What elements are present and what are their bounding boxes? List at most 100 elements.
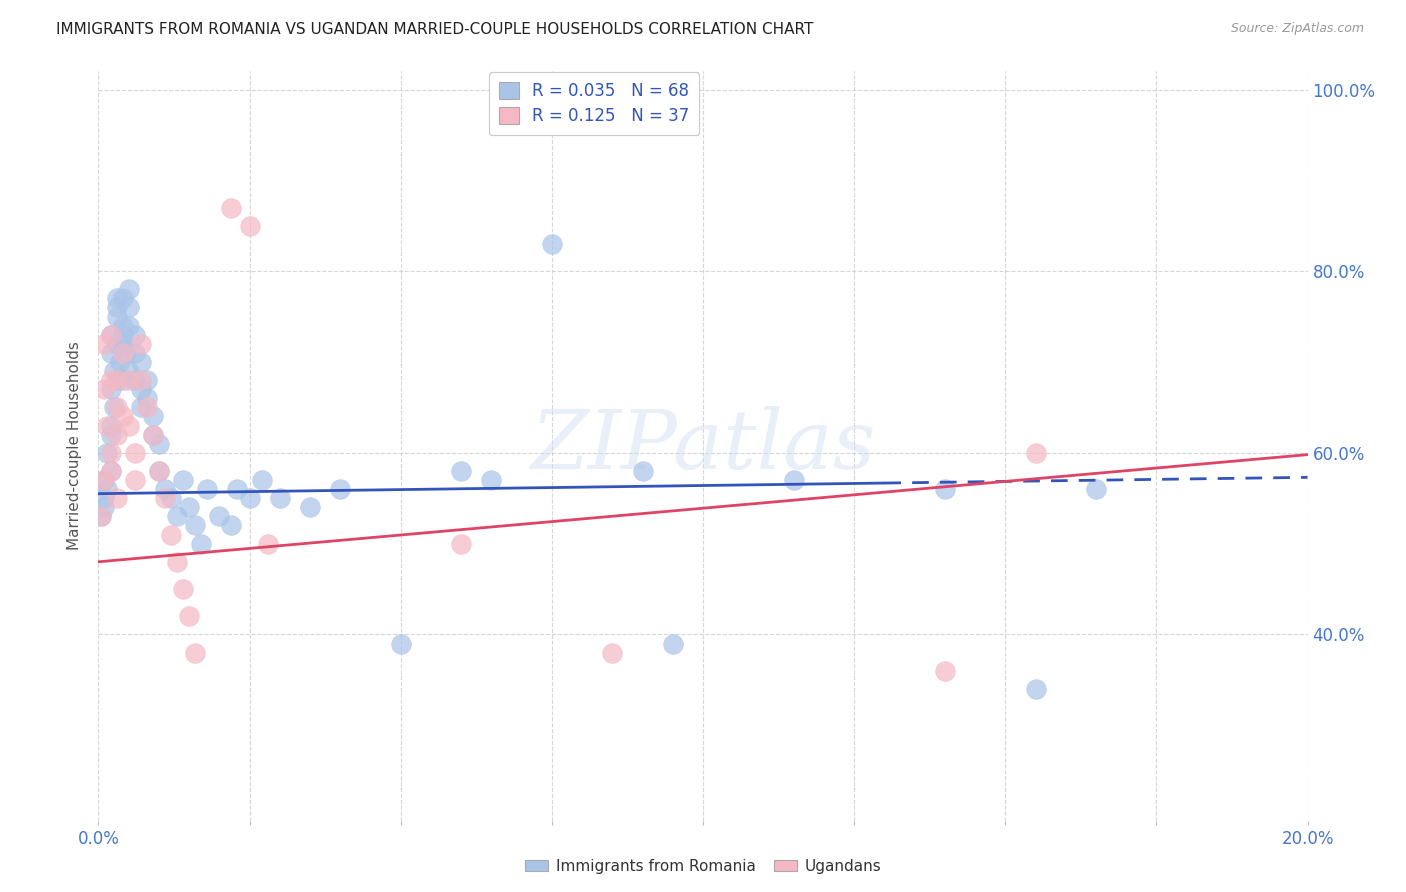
Point — [179, 609, 201, 624]
Point — [90, 509, 112, 524]
Point — [172, 582, 194, 596]
Point — [124, 346, 146, 360]
Point — [118, 373, 141, 387]
Point — [100, 346, 122, 360]
Point — [142, 409, 165, 424]
Point — [96, 446, 118, 460]
Point — [103, 401, 125, 415]
Point — [105, 491, 128, 506]
Point — [934, 664, 956, 678]
Point — [100, 464, 122, 478]
Point — [389, 636, 412, 650]
Point — [111, 373, 134, 387]
Point — [111, 292, 134, 306]
Point — [111, 409, 134, 424]
Point — [118, 364, 141, 378]
Point — [100, 327, 122, 342]
Point — [93, 473, 115, 487]
Point — [118, 301, 141, 315]
Point — [148, 436, 170, 450]
Point — [100, 418, 122, 433]
Point — [299, 500, 322, 515]
Point — [661, 636, 683, 650]
Point — [108, 355, 131, 369]
Point — [124, 446, 146, 460]
Point — [124, 473, 146, 487]
Point — [481, 473, 503, 487]
Point — [172, 473, 194, 487]
Point — [124, 327, 146, 342]
Text: ZIPatlas: ZIPatlas — [530, 406, 876, 486]
Point — [269, 491, 291, 506]
Point — [100, 446, 122, 460]
Point — [135, 392, 157, 406]
Point — [142, 427, 165, 442]
Y-axis label: Married-couple Households: Married-couple Households — [67, 342, 83, 550]
Point — [93, 336, 115, 351]
Point — [450, 536, 472, 550]
Point — [100, 327, 122, 342]
Point — [239, 219, 262, 233]
Point — [93, 473, 115, 487]
Point — [250, 473, 273, 487]
Point — [179, 500, 201, 515]
Point — [90, 509, 112, 524]
Point — [166, 555, 188, 569]
Point — [105, 401, 128, 415]
Point — [195, 482, 218, 496]
Point — [105, 373, 128, 387]
Point — [208, 509, 231, 524]
Point — [129, 373, 152, 387]
Point — [100, 382, 122, 396]
Point — [124, 373, 146, 387]
Point — [135, 401, 157, 415]
Point — [96, 418, 118, 433]
Point — [1085, 482, 1108, 496]
Point — [184, 518, 207, 533]
Point — [111, 346, 134, 360]
Text: Source: ZipAtlas.com: Source: ZipAtlas.com — [1230, 22, 1364, 36]
Point — [631, 464, 654, 478]
Text: IMMIGRANTS FROM ROMANIA VS UGANDAN MARRIED-COUPLE HOUSEHOLDS CORRELATION CHART: IMMIGRANTS FROM ROMANIA VS UGANDAN MARRI… — [56, 22, 814, 37]
Point — [934, 482, 956, 496]
Point — [111, 318, 134, 333]
Point — [129, 355, 152, 369]
Point — [111, 336, 134, 351]
Point — [111, 327, 134, 342]
Point — [256, 536, 278, 550]
Point — [1024, 446, 1046, 460]
Legend: R = 0.035   N = 68, R = 0.125   N = 37: R = 0.035 N = 68, R = 0.125 N = 37 — [489, 72, 699, 136]
Point — [103, 364, 125, 378]
Point — [135, 373, 157, 387]
Point — [142, 427, 165, 442]
Point — [184, 646, 207, 660]
Point — [100, 464, 122, 478]
Point — [1024, 681, 1046, 696]
Legend: Immigrants from Romania, Ugandans: Immigrants from Romania, Ugandans — [519, 853, 887, 880]
Point — [160, 491, 183, 506]
Point — [100, 373, 122, 387]
Point — [118, 418, 141, 433]
Point — [93, 500, 115, 515]
Point — [221, 518, 243, 533]
Point — [105, 427, 128, 442]
Point — [105, 310, 128, 324]
Point — [118, 282, 141, 296]
Point — [114, 346, 136, 360]
Point — [93, 491, 115, 506]
Point — [96, 482, 118, 496]
Point — [105, 336, 128, 351]
Point — [148, 464, 170, 478]
Point — [105, 292, 128, 306]
Point — [226, 482, 249, 496]
Point — [166, 509, 188, 524]
Point — [450, 464, 472, 478]
Point — [118, 318, 141, 333]
Point — [153, 482, 176, 496]
Point — [93, 382, 115, 396]
Point — [105, 373, 128, 387]
Point — [221, 201, 243, 215]
Point — [129, 401, 152, 415]
Point — [105, 301, 128, 315]
Point — [540, 236, 562, 251]
